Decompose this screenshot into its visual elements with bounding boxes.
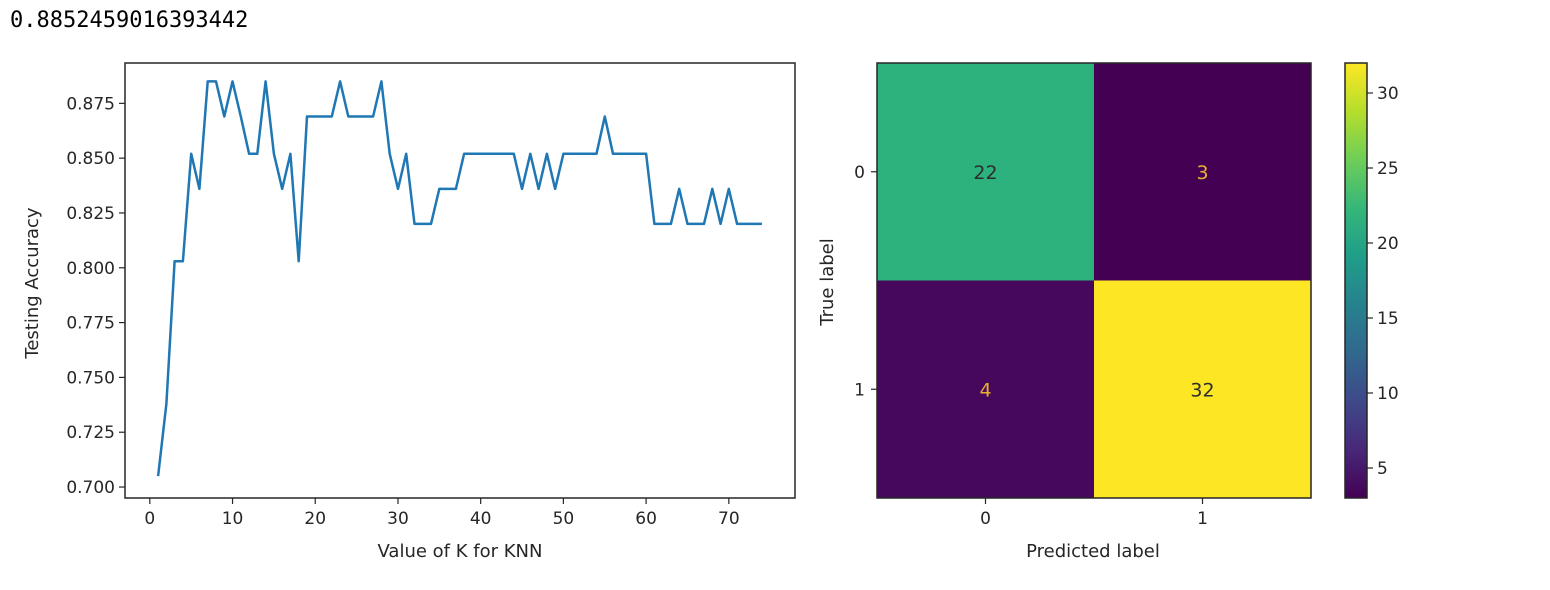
cm-cell (1094, 63, 1311, 281)
colorbar-frame (1344, 62, 1368, 499)
y-tick-label: 0.850 (66, 149, 115, 169)
colorbar-gradient (1345, 63, 1367, 498)
colorbar: 5 10 15 20 25 30 (1344, 62, 1399, 499)
x-tick-label: 50 (553, 509, 575, 529)
cm-cell (1094, 280, 1311, 498)
line-chart-y-axis: 0.700 0.725 0.750 0.775 0.800 0.825 0.850 0.875 (66, 94, 125, 498)
x-tick-label: 20 (304, 509, 326, 529)
cm-cell (877, 280, 1094, 498)
line-chart-x-axis: 0 10 20 30 40 50 60 70 (144, 498, 740, 529)
colorbar-tick-label: 20 (1377, 234, 1399, 254)
cm-y-tick-label: 0 (854, 163, 865, 183)
line-chart-ylabel: Testing Accuracy (22, 207, 43, 360)
colorbar-tick-label: 30 (1377, 84, 1399, 104)
confusion-matrix-ylabel: True label (817, 238, 838, 327)
y-tick-label: 0.725 (66, 423, 115, 443)
x-tick-label: 0 (144, 509, 155, 529)
y-tick-label: 0.825 (66, 204, 115, 224)
cm-cell-value: 4 (979, 379, 991, 401)
x-tick-label: 10 (222, 509, 244, 529)
colorbar-tick-label: 5 (1377, 459, 1388, 479)
x-tick-label: 30 (387, 509, 409, 529)
confusion-matrix-cells: 22 3 4 32 (877, 63, 1311, 498)
y-tick-label: 0.750 (66, 368, 115, 388)
y-tick-label: 0.775 (66, 314, 115, 334)
colorbar-tick-label: 15 (1377, 309, 1399, 329)
confusion-matrix-xlabel: Predicted label (1026, 541, 1160, 562)
x-tick-label: 40 (470, 509, 492, 529)
x-tick-label: 60 (635, 509, 657, 529)
cm-x-tick-label: 0 (980, 509, 991, 529)
accuracy-line-chart: 0 10 20 30 40 50 60 70 0.700 0.725 0.750 0.775 0.80… (22, 62, 796, 562)
x-tick-label: 70 (718, 509, 740, 529)
cm-cell-value: 22 (973, 162, 997, 184)
cm-cell-value: 32 (1190, 379, 1214, 401)
cm-cell-value: 3 (1196, 162, 1208, 184)
y-tick-label: 0.800 (66, 259, 115, 279)
cm-cell (877, 63, 1094, 281)
accuracy-series-line (156, 80, 762, 477)
line-chart-xlabel: Value of K for KNN (378, 541, 543, 562)
line-chart-frame (124, 62, 796, 499)
y-tick-label: 0.700 (66, 478, 115, 498)
y-tick-label: 0.875 (66, 94, 115, 114)
cell-output-accuracy: 0.8852459016393442 (10, 8, 249, 33)
confusion-matrix-y-axis: 01 (854, 163, 877, 400)
colorbar-tick-label: 10 (1377, 384, 1399, 404)
colorbar-ticks: 5 10 15 20 25 30 (1367, 84, 1399, 479)
cm-y-tick-label: 1 (854, 380, 865, 400)
colorbar-tick-label: 25 (1377, 159, 1399, 179)
cm-x-tick-label: 1 (1197, 509, 1208, 529)
confusion-matrix-frame (876, 62, 1312, 499)
